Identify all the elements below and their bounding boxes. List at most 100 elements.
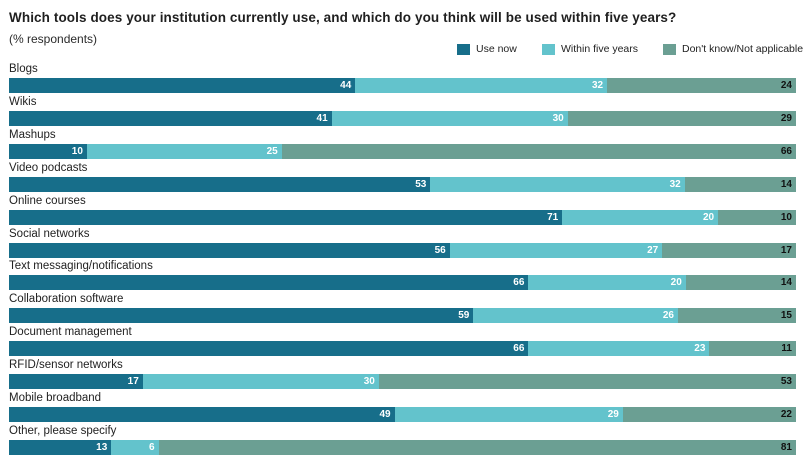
- bar-segment-use-now: 59: [9, 308, 474, 324]
- bar-segment-within-five-years: 30: [142, 374, 379, 390]
- bar-row: 59 26 15: [9, 308, 796, 324]
- bar-row: 66 23 11: [9, 341, 796, 357]
- legend-item: Use now: [457, 43, 517, 55]
- bar-segment-within-five-years: 27: [449, 242, 663, 258]
- data-label: 22: [780, 409, 792, 420]
- bar-segment-use-now: 41: [9, 110, 332, 126]
- data-label: 29: [607, 409, 619, 420]
- bar-segment-within-five-years: 32: [355, 78, 608, 93]
- legend-label: Don't know/Not applicable: [682, 43, 804, 55]
- data-label: 66: [513, 343, 525, 355]
- data-label: 53: [780, 376, 792, 388]
- bar-segment-within-five-years: 6: [111, 439, 159, 455]
- bar-segment-use-now: 44: [9, 78, 356, 93]
- data-label: 26: [662, 310, 674, 322]
- bar-segment-dont-know: 17: [662, 242, 796, 258]
- legend-swatch: [542, 43, 555, 55]
- bar-segment-within-five-years: 25: [86, 143, 282, 159]
- data-label: 41: [316, 112, 328, 124]
- bar-segment-use-now: 49: [9, 407, 395, 422]
- legend-item: Within five years: [542, 43, 638, 55]
- category-label: Mashups: [9, 128, 56, 141]
- bar-segment-use-now: 66: [9, 275, 529, 291]
- bar-segment-dont-know: 14: [684, 176, 796, 192]
- category-label: Collaboration software: [9, 293, 124, 306]
- data-label: 32: [669, 178, 681, 190]
- bar-row: 44 32 24: [9, 78, 796, 93]
- data-label: 25: [266, 145, 278, 157]
- bar-segment-use-now: 13: [9, 439, 112, 455]
- bar-segment-dont-know: 24: [607, 78, 796, 93]
- data-label: 17: [127, 376, 139, 388]
- legend-item: Don't know/Not applicable: [663, 43, 803, 55]
- chart-subtitle: (% respondents): [9, 32, 98, 46]
- bar-segment-within-five-years: 32: [430, 176, 685, 192]
- data-label: 20: [702, 211, 715, 223]
- bar-segment-use-now: 71: [9, 209, 563, 225]
- category-label: Social networks: [9, 227, 90, 240]
- category-label: Text messaging/notifications: [9, 260, 153, 273]
- data-label: 10: [780, 211, 792, 223]
- data-label: 14: [780, 178, 792, 190]
- bar-row: 66 20 14: [9, 275, 796, 291]
- data-label: 13: [96, 441, 108, 453]
- bar-segment-within-five-years: 30: [331, 110, 568, 126]
- data-label: 44: [340, 80, 352, 91]
- bar-segment-dont-know: 22: [622, 407, 796, 422]
- category-label: RFID/sensor networks: [9, 359, 123, 372]
- data-label: 66: [780, 145, 792, 157]
- bar-segment-within-five-years: 26: [473, 308, 678, 324]
- bar-segment-dont-know: 11: [709, 341, 796, 357]
- bar-segment-use-now: 53: [9, 176, 431, 192]
- bar-segment-dont-know: 14: [685, 275, 796, 291]
- category-label: Mobile broadband: [9, 392, 102, 404]
- data-label: 10: [71, 145, 83, 157]
- data-label: 30: [552, 112, 564, 124]
- bar-segment-dont-know: 66: [281, 143, 796, 159]
- data-label: 59: [458, 310, 470, 322]
- bar-segment-use-now: 10: [9, 143, 87, 159]
- category-label: Online courses: [9, 194, 86, 207]
- category-label: Other, please specify: [9, 424, 117, 437]
- category-label: Document management: [9, 326, 132, 339]
- data-label: 81: [780, 441, 792, 453]
- category-label: Video podcasts: [9, 161, 88, 174]
- bar-segment-dont-know: 15: [677, 308, 796, 324]
- bar-row: 13 6 81: [9, 439, 796, 455]
- bar-row: 10 25 66: [9, 143, 796, 159]
- data-label: 20: [670, 277, 682, 289]
- bar-segment-use-now: 66: [9, 341, 529, 357]
- data-label: 30: [363, 376, 375, 388]
- bar-row: 41 30 29: [9, 110, 796, 126]
- legend-swatch: [663, 43, 676, 55]
- legend-label: Within five years: [561, 43, 639, 55]
- data-label: 53: [415, 178, 427, 190]
- bar-segment-use-now: 56: [9, 242, 450, 258]
- chart-title: Which tools does your institution curren…: [9, 10, 677, 25]
- data-label: 23: [694, 343, 706, 355]
- bar-segment-within-five-years: 23: [528, 341, 710, 357]
- data-label: 66: [513, 277, 525, 289]
- bar-row: 49 29 22: [9, 407, 796, 422]
- bar-segment-dont-know: 53: [378, 374, 796, 390]
- bar-row: 53 32 14: [9, 176, 796, 192]
- data-label: 27: [647, 244, 659, 256]
- legend-label: Use now: [476, 43, 517, 55]
- bar-segment-use-now: 17: [9, 374, 143, 390]
- data-label: 24: [780, 80, 792, 91]
- data-label: 56: [434, 244, 446, 256]
- bar-segment-within-five-years: 20: [528, 275, 686, 291]
- bar-segment-within-five-years: 29: [394, 407, 623, 422]
- category-label: Blogs: [9, 63, 38, 75]
- data-label: 15: [780, 310, 792, 322]
- legend-swatch: [457, 43, 470, 55]
- bar-row: 17 30 53: [9, 374, 796, 390]
- bar-row: 56 27 17: [9, 242, 796, 258]
- data-label: 29: [780, 112, 792, 124]
- bar-segment-dont-know: 10: [718, 209, 796, 225]
- bar-segment-within-five-years: 20: [562, 209, 719, 225]
- data-label: 32: [591, 80, 604, 91]
- data-label: 6: [148, 441, 155, 453]
- data-label: 14: [780, 277, 792, 289]
- bar-row: 71 20 10: [9, 209, 796, 225]
